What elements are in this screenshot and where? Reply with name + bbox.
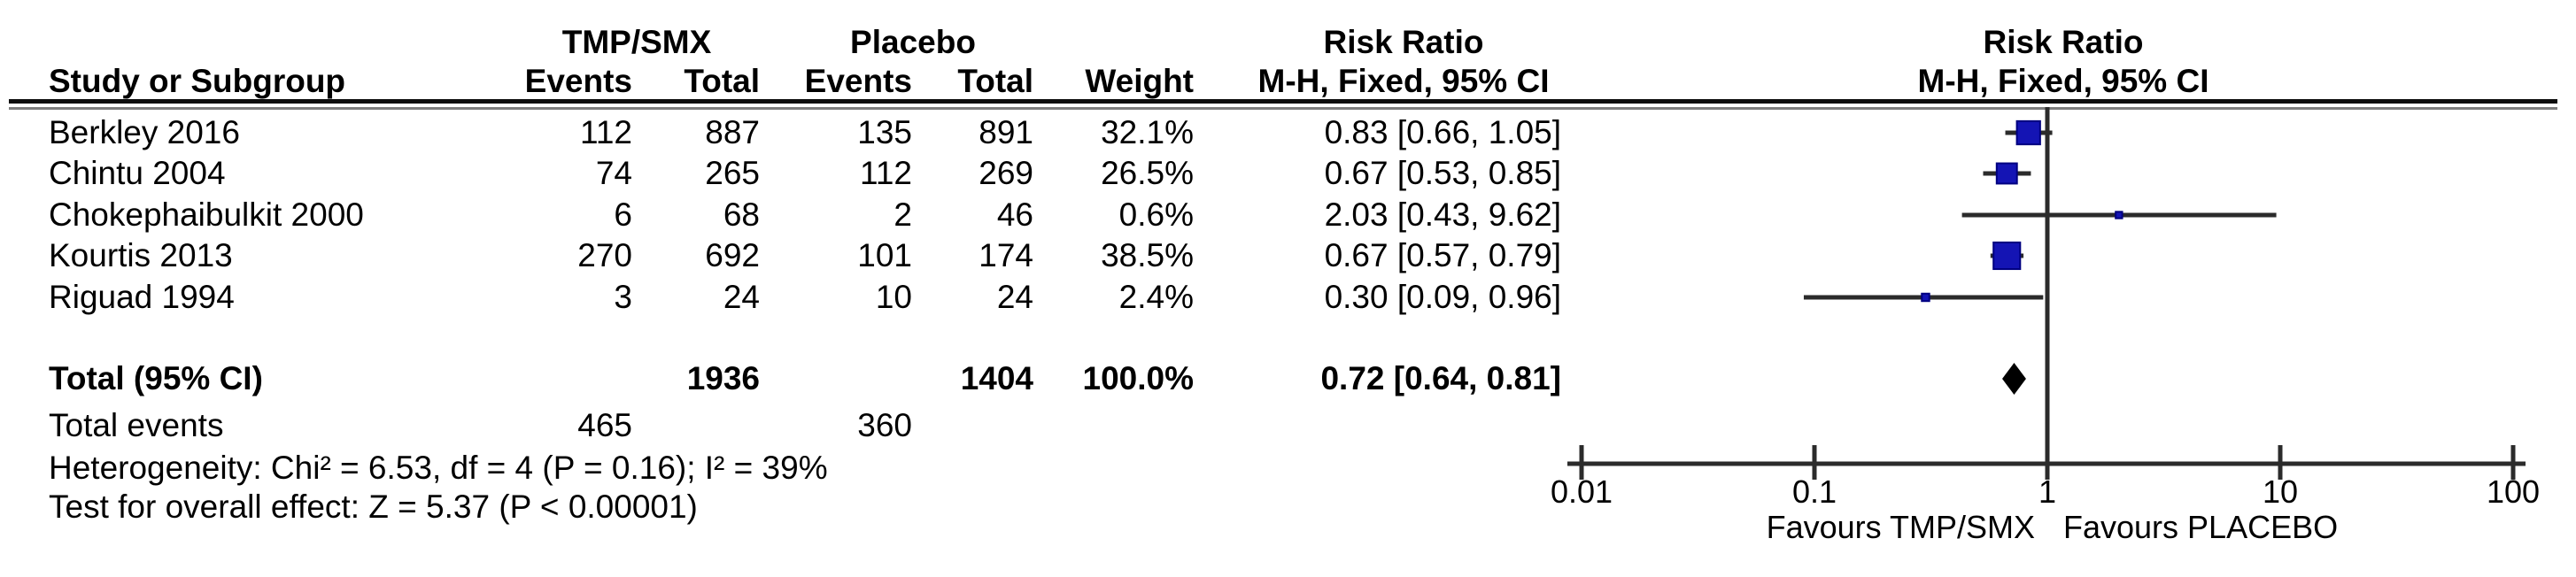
effect-square (1995, 162, 2018, 185)
events2-cell: 135 (857, 114, 912, 150)
total1-cell: 692 (705, 237, 760, 273)
favours-right-label: Favours PLACEBO (2063, 509, 2338, 545)
effect-square (1921, 292, 1930, 303)
total-estimate: 0.72 [0.64, 0.81] (1320, 360, 1561, 396)
favours-left-label: Favours TMP/SMX (1767, 509, 2035, 545)
total2-column-header: Total (957, 63, 1033, 99)
estimate-cell: 0.67 [0.57, 0.79] (1324, 237, 1561, 273)
total1-cell: 887 (705, 114, 760, 150)
total2-cell: 24 (996, 279, 1033, 315)
study-row: Riguad 1994 3 24 10 24 2.4% 0.30 [0.09, 0.96] (0, 277, 2576, 318)
weight-cell: 26.5% (1101, 155, 1194, 191)
axis-tick-label: 1 (2038, 473, 2056, 510)
weight-cell: 32.1% (1101, 114, 1194, 150)
study-column-header: Study or Subgroup (49, 63, 346, 99)
axis-tick-label: 10 (2263, 473, 2298, 510)
events2-column-header: Events (804, 63, 912, 99)
estimate-cell: 2.03 [0.43, 9.62] (1324, 196, 1561, 233)
total1-cell: 24 (723, 279, 760, 315)
study-name: Kourtis 2013 (49, 237, 233, 273)
total-diamond (2002, 363, 2026, 395)
weight-cell: 0.6% (1118, 196, 1194, 233)
total2-cell: 891 (979, 114, 1033, 150)
axis-tick-label: 0.01 (1551, 473, 1613, 510)
study-name: Riguad 1994 (49, 279, 235, 315)
study-name: Berkley 2016 (49, 114, 240, 150)
group1-header: TMP/SMX (561, 24, 712, 60)
study-name: Chintu 2004 (49, 155, 226, 191)
total2-cell: 46 (996, 196, 1033, 233)
group2-header: Placebo (850, 24, 976, 60)
study-row: Berkley 2016 112 887 135 891 32.1% 0.83 [0.66,… (0, 112, 2576, 153)
plot-column-subheader: M-H, Fixed, 95% CI (1917, 63, 2209, 99)
events1-column-header: Events (524, 63, 632, 99)
events1-cell: 6 (614, 196, 632, 233)
total-weight: 100.0% (1082, 360, 1195, 396)
effect-column-title: Risk Ratio (1323, 24, 1484, 60)
estimate-cell: 0.67 [0.53, 0.85] (1324, 155, 1561, 191)
study-row: Kourtis 2013 270 692 101 174 38.5% 0.67 [0.57,… (0, 235, 2576, 276)
total-row: Total (95% CI) 1936 1404 100.0% 0.72 [0.… (0, 358, 2576, 399)
total1-cell: 265 (705, 155, 760, 191)
header-rule (9, 99, 2557, 110)
total1-column-header: Total (684, 63, 760, 99)
heterogeneity-text: Heterogeneity: Chi² = 6.53, df = 4 (P = … (49, 450, 828, 486)
total1-cell: 68 (723, 196, 760, 233)
events1-cell: 270 (577, 237, 632, 273)
study-name: Chokephaibulkit 2000 (49, 196, 364, 233)
axis-tick-label: 100 (2487, 473, 2540, 510)
total-events-label: Total events (49, 407, 224, 443)
estimate-cell: 0.83 [0.66, 1.05] (1324, 114, 1561, 150)
total-events1: 465 (577, 407, 632, 443)
events1-cell: 112 (580, 114, 632, 150)
events1-cell: 74 (595, 155, 632, 191)
total-events-row: Total events 465 360 (0, 405, 2576, 446)
overall-effect-text: Test for overall effect: Z = 5.37 (P < 0… (49, 489, 698, 525)
effect-column-subheader: M-H, Fixed, 95% CI (1257, 63, 1550, 99)
effect-square (1992, 241, 2022, 271)
events2-cell: 2 (893, 196, 912, 233)
weight-column-header: Weight (1085, 63, 1194, 99)
plot-column-title: Risk Ratio (1983, 24, 2144, 60)
total-events2: 360 (857, 407, 912, 443)
study-row: Chokephaibulkit 2000 6 68 2 46 0.6% 2.03 [0.43… (0, 195, 2576, 235)
total-total1: 1936 (686, 360, 760, 396)
events2-cell: 10 (875, 279, 912, 315)
total-label: Total (95% CI) (49, 360, 263, 396)
weight-cell: 2.4% (1118, 279, 1194, 315)
events1-cell: 3 (614, 279, 632, 315)
total2-cell: 269 (979, 155, 1033, 191)
axis-tick-label: 0.1 (1792, 473, 1837, 510)
effect-square (2115, 211, 2123, 219)
total2-cell: 174 (979, 237, 1033, 273)
study-row: Chintu 2004 74 265 112 269 26.5% 0.67 [0.53, 0… (0, 153, 2576, 194)
events2-cell: 112 (860, 155, 912, 191)
total-total2: 1404 (960, 360, 1033, 396)
estimate-cell: 0.30 [0.09, 0.96] (1324, 279, 1561, 315)
effect-square (2015, 119, 2041, 146)
weight-cell: 38.5% (1101, 237, 1194, 273)
events2-cell: 101 (857, 237, 912, 273)
